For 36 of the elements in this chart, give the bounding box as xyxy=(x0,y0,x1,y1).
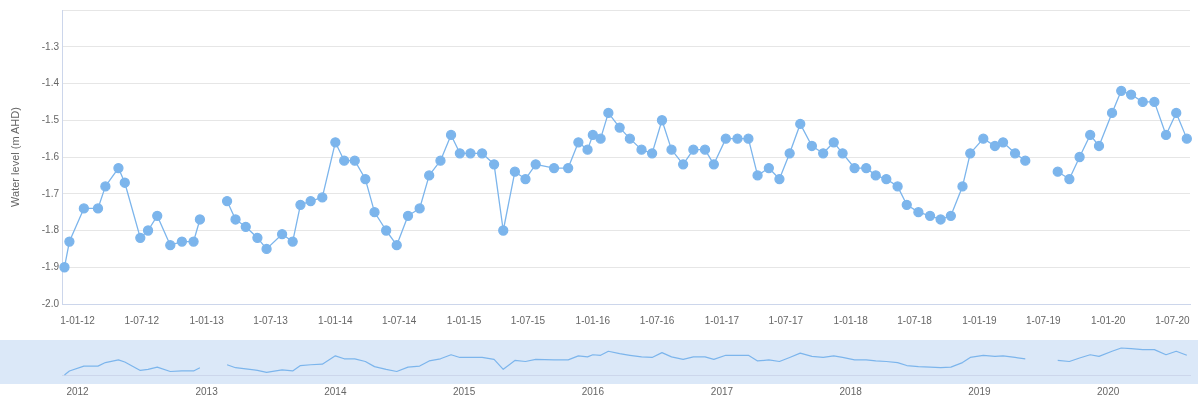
y-tick-label: -1.4 xyxy=(41,77,60,89)
x-tick-label: 2014 xyxy=(324,385,347,397)
x-tick-label: 1-07-19 xyxy=(1026,314,1061,326)
y-tick-label: -1.6 xyxy=(41,150,60,162)
x-tick-label: 1-07-14 xyxy=(381,314,417,326)
x-tick-label: 1-01-17 xyxy=(704,314,740,326)
x-tick-label: 1-01-20 xyxy=(1090,314,1126,326)
x-tick-label: 1-01-13 xyxy=(189,314,225,326)
x-tick-label: 1-07-17 xyxy=(768,314,804,326)
x-tick-label: 1-01-15 xyxy=(446,314,482,326)
x-tick-label: 2018 xyxy=(839,385,863,397)
y-tick-label: -1.8 xyxy=(41,224,60,236)
x-tick-label: 2016 xyxy=(581,385,605,397)
y-axis-title: Water level (m AHD) xyxy=(9,107,22,207)
y-tick-label: -1.5 xyxy=(41,114,60,125)
y-tick-label: -1.7 xyxy=(41,187,60,199)
y-tick-label: -1.3 xyxy=(41,40,60,52)
x-tick-label: 2015 xyxy=(452,385,476,397)
x-tick-label: 1-07-16 xyxy=(639,314,675,326)
x-tick-label: 1-07-15 xyxy=(510,314,546,326)
y-tick-label: -1.9 xyxy=(41,261,60,272)
x-tick-label: 1-07-12 xyxy=(124,314,160,326)
x-tick-label: 1-07-18 xyxy=(897,314,933,326)
x-tick-label: 2020 xyxy=(1097,385,1120,397)
x-tick-label: 1-01-14 xyxy=(318,314,354,326)
y-tick-label: -2.0 xyxy=(41,297,60,309)
x-tick-label: 2017 xyxy=(710,385,734,397)
x-tick-label: 2019 xyxy=(968,385,991,397)
x-tick-label: 2013 xyxy=(195,385,219,397)
x-tick-label: 1-01-19 xyxy=(962,314,998,326)
x-tick-label: 2012 xyxy=(66,385,90,397)
x-tick-label: 1-07-20 xyxy=(1155,314,1191,326)
x-tick-label: 1-01-12 xyxy=(60,314,96,326)
x-tick-label: 1-01-18 xyxy=(833,314,869,326)
x-tick-label: 1-07-13 xyxy=(253,314,289,326)
x-tick-label: 1-01-16 xyxy=(575,314,611,326)
